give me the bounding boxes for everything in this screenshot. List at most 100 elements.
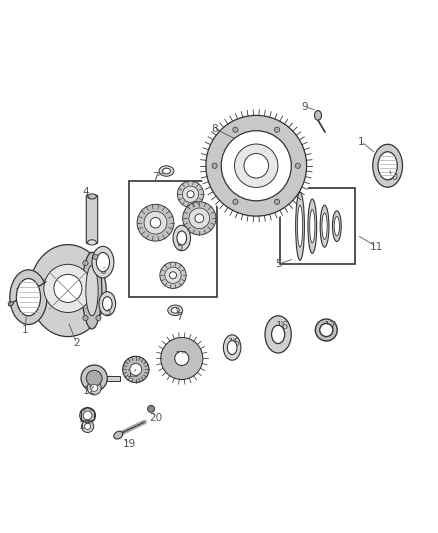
Circle shape xyxy=(86,370,102,386)
Ellipse shape xyxy=(378,152,397,180)
Text: 16: 16 xyxy=(276,321,289,330)
Circle shape xyxy=(44,264,92,312)
Ellipse shape xyxy=(92,246,114,278)
Ellipse shape xyxy=(168,305,183,316)
Circle shape xyxy=(221,131,291,201)
Ellipse shape xyxy=(334,216,339,236)
Circle shape xyxy=(315,319,337,341)
Text: 2: 2 xyxy=(73,338,80,348)
Ellipse shape xyxy=(88,240,96,245)
Circle shape xyxy=(96,316,101,321)
Circle shape xyxy=(244,154,268,178)
Ellipse shape xyxy=(308,199,317,253)
Circle shape xyxy=(123,356,149,383)
Text: 8: 8 xyxy=(211,124,218,134)
Circle shape xyxy=(200,110,312,222)
Circle shape xyxy=(183,201,216,235)
Ellipse shape xyxy=(223,335,241,360)
Circle shape xyxy=(212,163,217,168)
Circle shape xyxy=(148,405,155,413)
Text: 5: 5 xyxy=(275,260,282,269)
Ellipse shape xyxy=(373,144,403,187)
Text: 13: 13 xyxy=(127,369,140,379)
Bar xyxy=(280,188,355,264)
Circle shape xyxy=(83,316,88,321)
Ellipse shape xyxy=(310,209,315,243)
Text: 9: 9 xyxy=(301,102,308,111)
Circle shape xyxy=(187,191,194,198)
Ellipse shape xyxy=(322,213,327,239)
Ellipse shape xyxy=(10,270,47,325)
Ellipse shape xyxy=(265,316,291,353)
Circle shape xyxy=(206,115,307,216)
Text: 20: 20 xyxy=(149,413,162,423)
Circle shape xyxy=(81,420,94,432)
Text: 6: 6 xyxy=(99,266,106,276)
Circle shape xyxy=(85,423,91,430)
Text: 3: 3 xyxy=(14,288,21,298)
Ellipse shape xyxy=(332,211,341,241)
Circle shape xyxy=(144,211,167,234)
Ellipse shape xyxy=(297,205,303,247)
Bar xyxy=(129,181,217,297)
Text: 12: 12 xyxy=(83,386,96,397)
Ellipse shape xyxy=(227,341,237,354)
Circle shape xyxy=(189,208,210,229)
Circle shape xyxy=(170,272,177,279)
Circle shape xyxy=(160,262,186,288)
Circle shape xyxy=(87,381,101,395)
Text: 1: 1 xyxy=(22,325,29,335)
Text: 18: 18 xyxy=(79,422,92,431)
Ellipse shape xyxy=(177,231,187,245)
FancyBboxPatch shape xyxy=(86,195,98,244)
Text: 19: 19 xyxy=(123,439,136,449)
Ellipse shape xyxy=(102,297,112,311)
Text: 4: 4 xyxy=(82,187,89,197)
Ellipse shape xyxy=(8,302,14,306)
Text: 15: 15 xyxy=(228,338,241,348)
Circle shape xyxy=(177,181,204,207)
Circle shape xyxy=(54,274,82,302)
Ellipse shape xyxy=(88,194,96,199)
Ellipse shape xyxy=(314,110,321,120)
Circle shape xyxy=(182,186,199,203)
Circle shape xyxy=(295,163,300,168)
Circle shape xyxy=(233,127,238,132)
Text: 17: 17 xyxy=(324,321,337,330)
Circle shape xyxy=(80,408,95,423)
Circle shape xyxy=(165,267,181,284)
Circle shape xyxy=(320,324,333,336)
Ellipse shape xyxy=(114,431,123,439)
Ellipse shape xyxy=(86,265,98,316)
Circle shape xyxy=(137,204,174,241)
Ellipse shape xyxy=(30,245,106,336)
Text: 1: 1 xyxy=(358,136,365,147)
Ellipse shape xyxy=(159,166,174,176)
Circle shape xyxy=(81,365,107,391)
Ellipse shape xyxy=(171,308,179,313)
Circle shape xyxy=(175,351,189,366)
Text: 7: 7 xyxy=(176,312,183,322)
Circle shape xyxy=(93,254,98,260)
Text: 11: 11 xyxy=(370,242,383,252)
Ellipse shape xyxy=(99,292,116,316)
Text: 10: 10 xyxy=(385,172,399,182)
Circle shape xyxy=(83,411,92,420)
Ellipse shape xyxy=(320,205,329,247)
Circle shape xyxy=(195,214,204,223)
Circle shape xyxy=(274,199,279,205)
Circle shape xyxy=(83,261,88,266)
Text: 14: 14 xyxy=(175,351,188,361)
Circle shape xyxy=(233,199,238,205)
Circle shape xyxy=(234,144,278,188)
Circle shape xyxy=(274,127,279,132)
Bar xyxy=(102,376,120,381)
Circle shape xyxy=(130,364,142,375)
Ellipse shape xyxy=(82,252,102,329)
Circle shape xyxy=(91,384,98,391)
Ellipse shape xyxy=(272,325,285,344)
Ellipse shape xyxy=(173,225,191,251)
Circle shape xyxy=(161,337,203,379)
Text: 5: 5 xyxy=(104,308,111,318)
Ellipse shape xyxy=(96,253,110,272)
